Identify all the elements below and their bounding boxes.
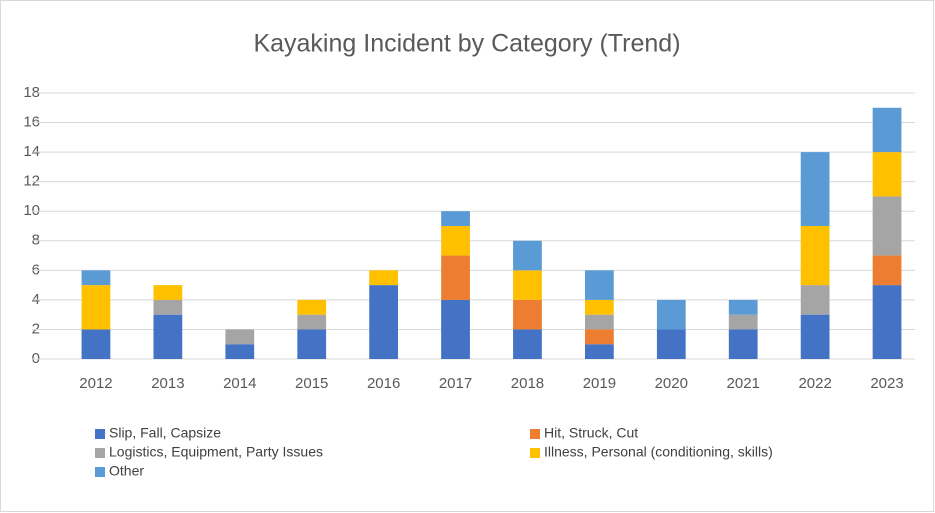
legend-swatch — [530, 448, 540, 458]
y-tick-label: 6 — [32, 261, 40, 278]
legend-label: Hit, Struck, Cut — [544, 425, 638, 441]
bar-segment — [584, 299, 614, 315]
bar-segment — [153, 314, 183, 359]
bar-segment — [584, 329, 614, 345]
bar-segment — [800, 152, 830, 226]
legend-swatch — [95, 448, 105, 458]
bar-segment — [441, 255, 470, 300]
x-tick-label: 2013 — [151, 375, 184, 392]
bar-segment — [728, 314, 758, 330]
bar-segment — [800, 285, 830, 315]
x-tick-label: 2017 — [439, 375, 472, 392]
bar-segment — [800, 226, 830, 286]
bar-segment — [513, 270, 542, 300]
bar-segment — [81, 285, 111, 330]
bar-segment — [800, 314, 830, 359]
bar-segment — [297, 299, 327, 315]
bar-segment — [872, 196, 902, 256]
y-tick-label: 10 — [23, 202, 40, 219]
x-tick-label: 2019 — [583, 375, 616, 392]
bar-segment — [369, 285, 399, 359]
bar-segment — [225, 329, 255, 345]
bar-segment — [513, 329, 542, 359]
y-tick-label: 14 — [23, 143, 40, 160]
x-tick-label: 2018 — [511, 375, 544, 392]
bar-segment — [872, 285, 902, 359]
bar-segment — [225, 344, 255, 359]
y-tick-label: 4 — [32, 291, 40, 308]
bar-segment — [153, 299, 183, 315]
legend-label: Slip, Fall, Capsize — [109, 425, 221, 441]
bar-segment — [153, 285, 183, 300]
legend-label: Other — [109, 463, 144, 479]
bar-segment — [441, 226, 470, 256]
bar-segment — [584, 344, 614, 359]
bar-segment — [81, 270, 111, 286]
x-tick-label: 2015 — [295, 375, 328, 392]
legend-swatch — [530, 429, 540, 439]
x-tick-label: 2023 — [870, 375, 903, 392]
bar-segment — [441, 299, 470, 359]
bar-segment — [728, 329, 758, 359]
x-tick-label: 2022 — [798, 375, 831, 392]
x-tick-label: 2020 — [655, 375, 688, 392]
y-tick-label: 12 — [23, 173, 40, 190]
bar-segment — [656, 329, 686, 359]
bar-segment — [513, 240, 542, 271]
bar-segment — [513, 299, 542, 330]
y-tick-label: 18 — [23, 84, 40, 101]
y-tick-label: 2 — [32, 320, 40, 337]
legend-label: Logistics, Equipment, Party Issues — [109, 444, 323, 460]
chart-title: Kayaking Incident by Category (Trend) — [253, 30, 680, 58]
x-tick-label: 2021 — [727, 375, 760, 392]
bar-segment — [81, 329, 111, 359]
bar-segment — [584, 270, 614, 300]
legend-label: Illness, Personal (conditioning, skills) — [544, 444, 773, 460]
bar-segment — [297, 329, 327, 359]
bar-segment — [656, 299, 686, 330]
bar-segment — [872, 152, 902, 197]
legend-swatch — [95, 429, 105, 439]
y-tick-label: 16 — [23, 114, 40, 131]
bar-segment — [297, 314, 327, 330]
x-tick-label: 2014 — [223, 375, 256, 392]
y-tick-label: 8 — [32, 232, 40, 249]
bar-segment — [872, 107, 902, 153]
bar-segment — [728, 299, 758, 315]
bar-segment — [584, 314, 614, 330]
y-tick-label: 0 — [32, 350, 40, 367]
bar-segment — [441, 211, 470, 226]
bar-segment — [872, 255, 902, 286]
legend-swatch — [95, 467, 105, 477]
x-tick-label: 2016 — [367, 375, 400, 392]
bar-segment — [369, 270, 399, 286]
x-tick-label: 2012 — [79, 375, 112, 392]
